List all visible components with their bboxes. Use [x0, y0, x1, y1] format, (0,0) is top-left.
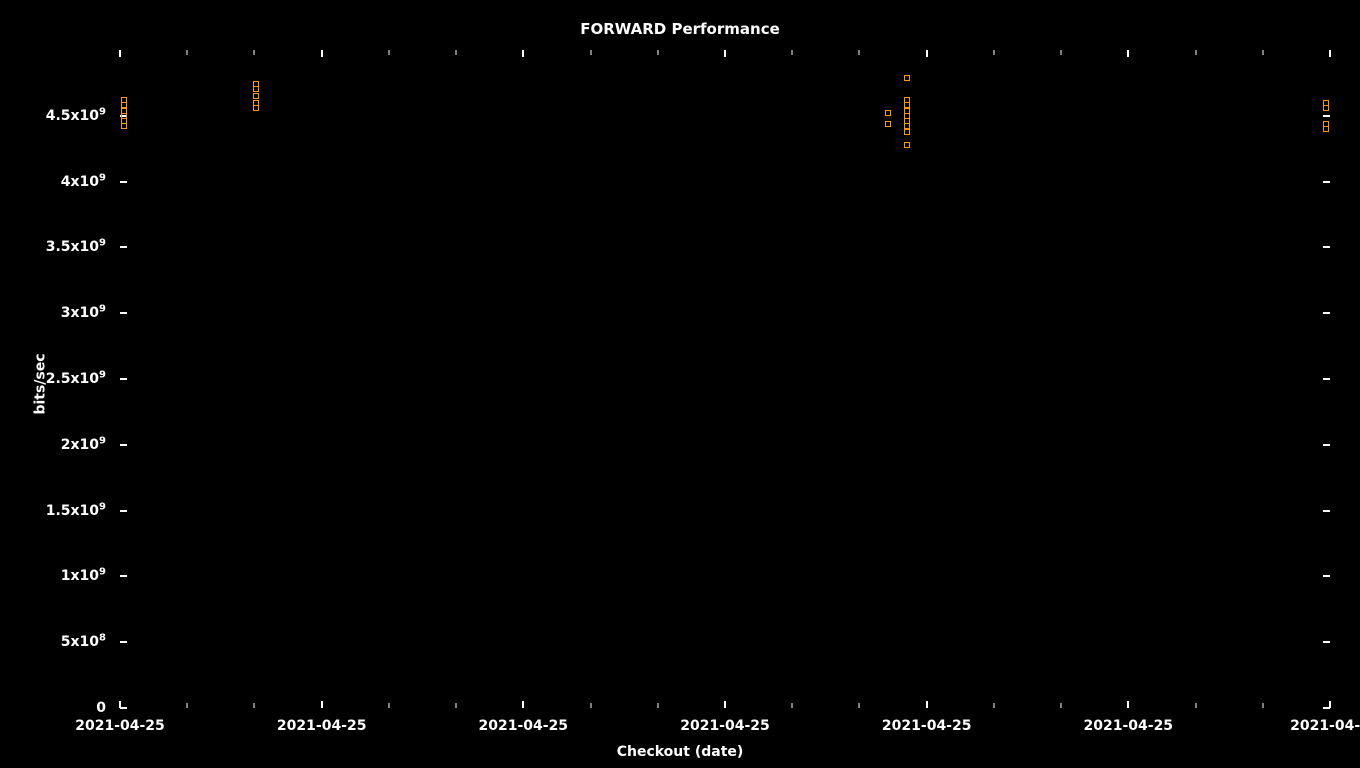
x-minor-tick-bottom: [657, 703, 658, 708]
y-tick-mark: [120, 246, 127, 248]
x-minor-tick-bottom: [993, 703, 994, 708]
x-tick-label: 2021-04-25: [1084, 708, 1174, 734]
x-minor-tick-bottom: [590, 703, 591, 708]
x-tick-mark-top: [522, 50, 524, 57]
x-minor-tick-bottom: [456, 703, 457, 708]
x-tick-mark-bottom: [119, 701, 121, 708]
x-tick-label: 2021-04-25: [277, 708, 367, 734]
x-minor-tick-bottom: [1195, 703, 1196, 708]
y-tick-label: 2.5x109: [46, 371, 120, 387]
y-tick-mark-right: [1323, 510, 1330, 512]
chart-container: FORWARD Performance bits/sec 05x1081x109…: [0, 0, 1360, 768]
x-tick-label: 2021-04-25: [882, 708, 972, 734]
x-tick-mark-bottom: [724, 701, 726, 708]
y-tick-label: 2x109: [61, 437, 120, 453]
data-point: [885, 121, 891, 127]
y-tick-mark: [120, 181, 127, 183]
x-minor-tick-top: [657, 50, 658, 55]
x-tick-mark-bottom: [522, 701, 524, 708]
x-tick-label: 2021-04-25: [479, 708, 569, 734]
chart-title: FORWARD Performance: [0, 20, 1360, 38]
x-minor-tick-bottom: [254, 703, 255, 708]
y-tick-label: 5x108: [61, 634, 120, 650]
plot-area: 05x1081x1091.5x1092x1092.5x1093x1093.5x1…: [120, 50, 1330, 708]
x-minor-tick-top: [388, 50, 389, 55]
data-point: [885, 110, 891, 116]
x-minor-tick-top: [993, 50, 994, 55]
x-minor-tick-top: [859, 50, 860, 55]
data-point: [904, 142, 910, 148]
y-tick-mark-right: [1323, 181, 1330, 183]
x-tick-label: 2021-04-25: [75, 708, 165, 734]
y-tick-label: 3.5x109: [46, 239, 120, 255]
y-tick-label: 3x109: [61, 305, 120, 321]
y-tick-mark: [120, 312, 127, 314]
x-tick-mark-top: [119, 50, 121, 57]
x-tick-mark-bottom: [321, 701, 323, 708]
x-tick-mark-top: [724, 50, 726, 57]
x-minor-tick-bottom: [187, 703, 188, 708]
y-tick-mark-right: [1323, 378, 1330, 380]
data-point: [1323, 126, 1329, 132]
data-point: [253, 86, 259, 92]
data-point: [904, 75, 910, 81]
x-minor-tick-top: [792, 50, 793, 55]
y-tick-mark: [120, 575, 127, 577]
x-tick-mark-top: [1329, 50, 1331, 57]
y-tick-mark: [120, 641, 127, 643]
y-tick-mark: [120, 510, 127, 512]
x-tick-mark-bottom: [1127, 701, 1129, 708]
y-tick-mark-right: [1323, 641, 1330, 643]
x-minor-tick-bottom: [859, 703, 860, 708]
x-tick-label: 2021-04-25: [680, 708, 770, 734]
y-tick-label: 1x109: [61, 568, 120, 584]
y-tick-mark-right: [1323, 312, 1330, 314]
y-tick-mark-right: [1323, 575, 1330, 577]
x-minor-tick-bottom: [1061, 703, 1062, 708]
y-tick-label: 4x109: [61, 174, 120, 190]
y-tick-mark-right: [1323, 444, 1330, 446]
data-point: [253, 93, 259, 99]
x-minor-tick-top: [1195, 50, 1196, 55]
x-tick-mark-bottom: [1329, 701, 1331, 708]
data-point: [904, 129, 910, 135]
y-tick-mark-right: [1323, 115, 1330, 117]
x-minor-tick-top: [456, 50, 457, 55]
x-minor-tick-top: [590, 50, 591, 55]
y-tick-label: 4.5x109: [46, 108, 120, 124]
x-minor-tick-bottom: [792, 703, 793, 708]
x-minor-tick-top: [1262, 50, 1263, 55]
x-tick-mark-top: [1127, 50, 1129, 57]
y-tick-label: 1.5x109: [46, 503, 120, 519]
x-minor-tick-top: [254, 50, 255, 55]
x-tick-mark-top: [321, 50, 323, 57]
x-minor-tick-bottom: [388, 703, 389, 708]
x-minor-tick-top: [187, 50, 188, 55]
data-point: [1323, 105, 1329, 111]
x-minor-tick-top: [1061, 50, 1062, 55]
y-tick-mark: [120, 378, 127, 380]
x-tick-mark-top: [926, 50, 928, 57]
data-point: [253, 105, 259, 111]
y-tick-mark: [120, 444, 127, 446]
y-tick-mark-right: [1323, 246, 1330, 248]
x-axis-label: Checkout (date): [0, 744, 1360, 760]
x-tick-label: 2021-04-2: [1290, 708, 1360, 734]
x-minor-tick-bottom: [1262, 703, 1263, 708]
x-tick-mark-bottom: [926, 701, 928, 708]
data-point: [121, 123, 127, 129]
